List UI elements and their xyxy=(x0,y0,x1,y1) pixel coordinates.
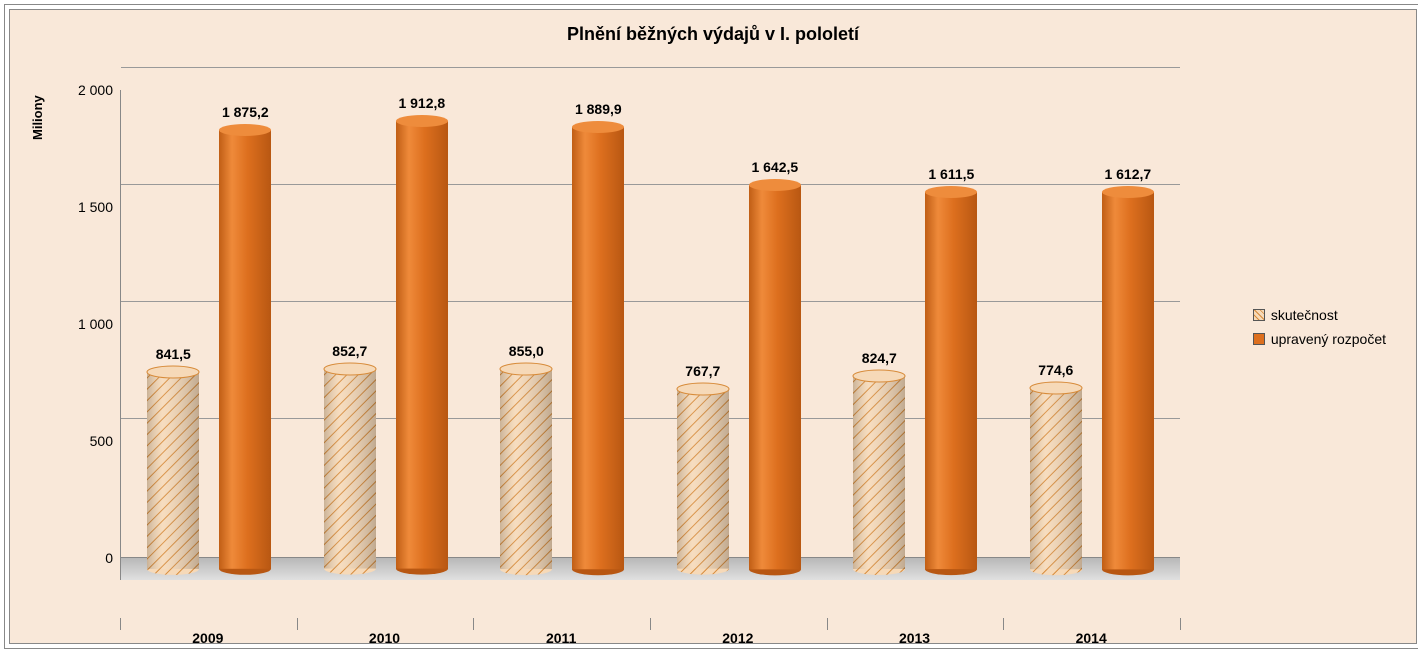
bar-cylinder: 767,7 xyxy=(677,389,729,569)
legend: skutečnost upravený rozpočet xyxy=(1253,299,1386,355)
x-tick-label: 2011 xyxy=(473,630,650,646)
plot-area: 841,51 875,2852,71 912,8855,01 889,9767,… xyxy=(120,90,1180,580)
bar-group: 852,71 912,8 xyxy=(298,90,475,580)
bar-value-label: 824,7 xyxy=(834,350,924,366)
bar-cylinder: 824,7 xyxy=(853,376,905,569)
x-tick-label: 2009 xyxy=(120,630,297,646)
bar-value-label: 767,7 xyxy=(658,363,748,379)
x-tick-mark xyxy=(827,618,828,630)
bar-group: 824,71 611,5 xyxy=(827,90,1004,580)
legend-label: upravený rozpočet xyxy=(1271,331,1386,347)
chart-plot-bg: Plnění běžných výdajů v I. pololetí Mili… xyxy=(9,9,1417,644)
bar-cylinder: 1 875,2 xyxy=(219,130,271,569)
bar-value-label: 1 875,2 xyxy=(200,104,290,120)
bar-group: 855,01 889,9 xyxy=(474,90,651,580)
x-tick-label: 2014 xyxy=(1003,630,1180,646)
x-tick-mark xyxy=(297,618,298,630)
x-tick-mark xyxy=(473,618,474,630)
x-tick-mark xyxy=(1180,618,1181,630)
y-tick-label: 500 xyxy=(53,433,113,449)
x-axis: 200920102011201220132014 xyxy=(120,630,1180,646)
x-tick-mark xyxy=(1003,618,1004,630)
legend-label: skutečnost xyxy=(1271,307,1338,323)
x-tick-label: 2013 xyxy=(827,630,1004,646)
bar-groups: 841,51 875,2852,71 912,8855,01 889,9767,… xyxy=(121,90,1180,580)
legend-swatch xyxy=(1253,309,1265,321)
bar-cylinder: 1 642,5 xyxy=(749,185,801,569)
bar-group: 841,51 875,2 xyxy=(121,90,298,580)
chart-outer: Plnění běžných výdajů v I. pololetí Mili… xyxy=(4,4,1418,649)
bar-cylinder: 841,5 xyxy=(147,372,199,569)
x-tick-mark xyxy=(120,618,121,630)
x-tick-label: 2010 xyxy=(297,630,474,646)
bar-cylinder: 1 612,7 xyxy=(1102,192,1154,569)
y-axis-label: Miliony xyxy=(30,95,45,140)
plot-wrap: 841,51 875,2852,71 912,8855,01 889,9767,… xyxy=(120,60,1180,620)
bar-value-label: 852,7 xyxy=(305,343,395,359)
bar-value-label: 855,0 xyxy=(481,343,571,359)
y-tick-label: 0 xyxy=(53,550,113,566)
legend-item: upravený rozpočet xyxy=(1253,331,1386,347)
bar-cylinder: 1 912,8 xyxy=(396,121,448,569)
x-tick-label: 2012 xyxy=(650,630,827,646)
bar-group: 767,71 642,5 xyxy=(651,90,828,580)
gridline xyxy=(121,67,1180,68)
bar-group: 774,61 612,7 xyxy=(1004,90,1181,580)
bar-cylinder: 1 611,5 xyxy=(925,192,977,569)
legend-item: skutečnost xyxy=(1253,307,1386,323)
bar-cylinder: 774,6 xyxy=(1030,388,1082,569)
y-tick-label: 2 000 xyxy=(53,82,113,98)
y-tick-label: 1 500 xyxy=(53,199,113,215)
bar-value-label: 1 612,7 xyxy=(1083,166,1173,182)
legend-swatch xyxy=(1253,333,1265,345)
y-tick-label: 1 000 xyxy=(53,316,113,332)
bar-value-label: 1 912,8 xyxy=(377,95,467,111)
bar-cylinder: 1 889,9 xyxy=(572,127,624,569)
bar-value-label: 774,6 xyxy=(1011,362,1101,378)
bar-cylinder: 855,0 xyxy=(500,369,552,569)
chart-title: Plnění běžných výdajů v I. pololetí xyxy=(10,10,1416,45)
x-tick-mark xyxy=(650,618,651,630)
bar-cylinder: 852,7 xyxy=(324,369,376,569)
bar-value-label: 1 611,5 xyxy=(906,166,996,182)
bar-value-label: 1 889,9 xyxy=(553,101,643,117)
bar-value-label: 841,5 xyxy=(128,346,218,362)
bar-value-label: 1 642,5 xyxy=(730,159,820,175)
